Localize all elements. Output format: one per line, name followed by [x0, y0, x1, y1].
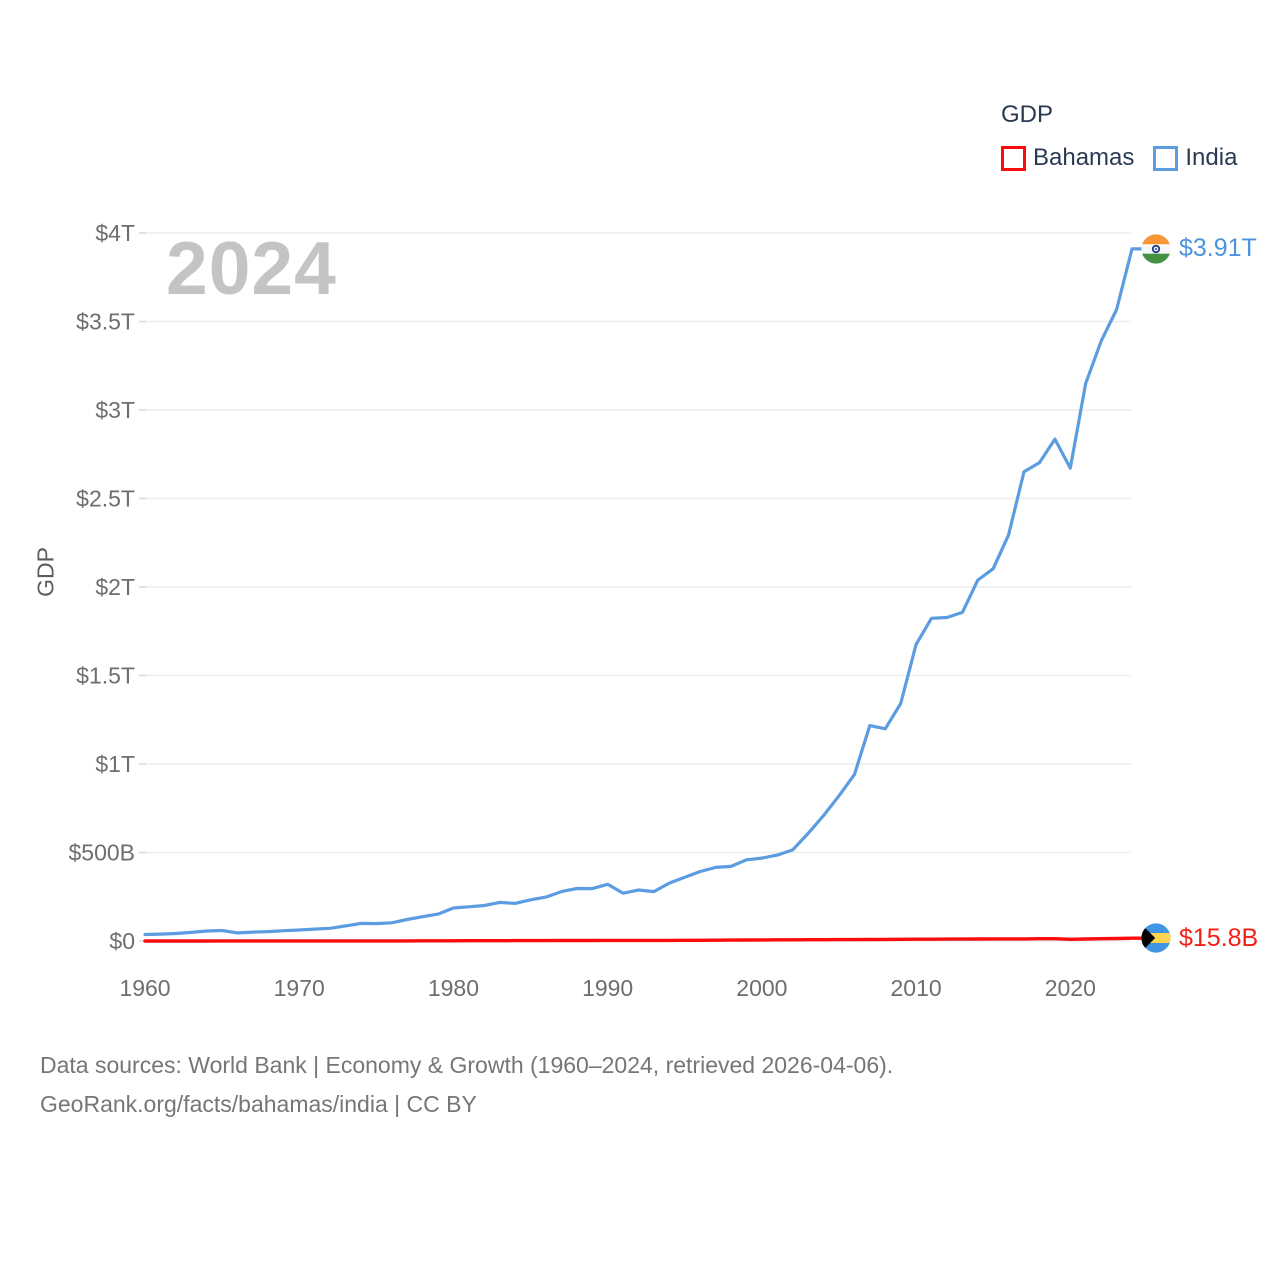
y-tick-label: $0 — [109, 928, 135, 954]
y-tick-label: $3T — [95, 397, 135, 423]
x-tick-label: 1960 — [119, 975, 170, 1001]
x-tick-label: 1970 — [274, 975, 325, 1001]
legend-label-bahamas: Bahamas — [1033, 144, 1135, 171]
gdp-line-chart: $0 $500B $1T $1.5T $2T $2.5T $3T $3.5T $4T 1960 19… — [68, 220, 1143, 1001]
y-tick-label: $500B — [68, 840, 135, 866]
y-tick-label: $3.5T — [76, 309, 135, 335]
footer: Data sources: World Bank | Economy & Gro… — [40, 1046, 893, 1124]
y-tick-label: $1T — [95, 751, 135, 777]
legend-title: GDP — [1001, 101, 1054, 128]
y-tick-label: $2T — [95, 574, 135, 600]
legend: GDP Bahamas India — [1001, 101, 1237, 172]
legend-items: Bahamas India — [1001, 144, 1237, 172]
legend-item-india[interactable]: India — [1153, 144, 1237, 172]
india-swatch-icon — [1153, 145, 1179, 171]
footer-link-line: GeoRank.org/facts/bahamas/india | CC BY — [40, 1091, 477, 1117]
x-tick-label: 2020 — [1045, 975, 1096, 1001]
x-tick-label: 2010 — [891, 975, 942, 1001]
watermark-year: 2024 — [166, 226, 337, 310]
bahamas-flag-icon — [1141, 923, 1171, 953]
bahamas-line[interactable] — [143, 936, 1143, 943]
y-tick-label: $1.5T — [76, 663, 135, 689]
x-tick-label: 1980 — [428, 975, 479, 1001]
legend-item-bahamas[interactable]: Bahamas — [1001, 144, 1134, 172]
footer-source-line: Data sources: World Bank | Economy & Gro… — [40, 1052, 894, 1078]
y-tick-label: $4T — [95, 220, 135, 246]
bahamas-end-label: $15.8B — [1141, 923, 1258, 953]
x-tick-label: 2000 — [736, 975, 787, 1001]
india-flag-icon — [1141, 234, 1171, 264]
india-end-label: $3.91T — [1141, 234, 1257, 264]
y-tick-label: $2.5T — [76, 486, 135, 512]
bahamas-end-value: $15.8B — [1179, 923, 1259, 952]
india-line[interactable] — [143, 247, 1143, 937]
x-tick-label: 1990 — [582, 975, 633, 1001]
legend-label-india: India — [1185, 144, 1238, 171]
bahamas-swatch-icon — [1001, 145, 1026, 171]
india-end-value: $3.91T — [1179, 234, 1257, 263]
